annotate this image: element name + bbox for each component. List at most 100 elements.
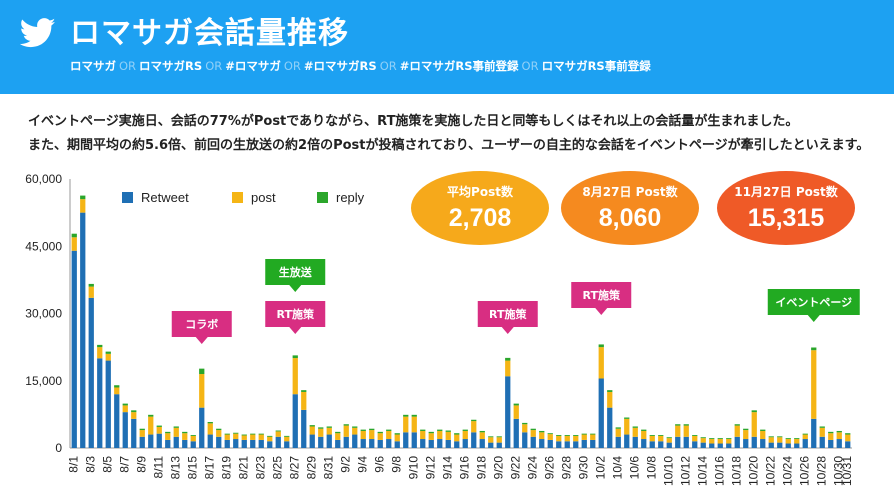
keyword: #ロマサガRS事前登録 — [399, 59, 519, 73]
bar-reply — [377, 431, 383, 434]
x-tick-label: 10/24 — [780, 456, 794, 486]
bar-retweet — [471, 432, 477, 448]
bar-reply — [207, 421, 213, 424]
bar-retweet — [122, 412, 128, 448]
keyword-list: ロマサガ OR ロマサガRS OR #ロマサガ OR #ロマサガRS OR #ロマサガRS事前登… — [70, 58, 651, 74]
stat-ellipse — [717, 171, 855, 245]
bar-post — [547, 434, 553, 440]
bar-post — [454, 434, 460, 442]
bar-post — [411, 416, 417, 433]
bar-post — [309, 426, 315, 435]
bar-post — [326, 427, 332, 435]
bar-retweet — [717, 443, 723, 448]
bar-post — [301, 391, 307, 410]
bar-retweet — [241, 439, 247, 448]
bar-post — [658, 435, 664, 442]
x-tick-label: 10/31 — [840, 456, 854, 486]
bar-reply — [479, 430, 485, 433]
bar-post — [420, 430, 426, 440]
legend-label-retweet: Retweet — [141, 190, 189, 205]
bar-retweet — [734, 436, 740, 448]
bar-retweet — [190, 441, 196, 448]
bar-post — [836, 432, 842, 440]
bar-post — [403, 416, 409, 433]
bar-reply — [547, 433, 553, 435]
x-tick-label: 10/4 — [610, 456, 624, 480]
bar-retweet — [258, 439, 264, 448]
bar-reply — [122, 403, 128, 406]
bar-reply — [241, 434, 247, 436]
bar-retweet — [462, 439, 468, 448]
bar-reply — [488, 436, 494, 438]
bar-retweet — [760, 439, 766, 448]
bar-retweet — [386, 439, 392, 448]
callout-label: イベントページ — [775, 296, 852, 309]
bar-post — [607, 391, 613, 408]
bar-post — [573, 435, 579, 442]
x-tick-label: 9/10 — [406, 456, 420, 480]
bar-post — [828, 433, 834, 440]
bar-post — [794, 439, 800, 444]
x-tick-label: 8/7 — [117, 456, 131, 473]
bar-retweet — [182, 439, 188, 448]
bar-post — [71, 237, 77, 251]
bar-reply — [386, 429, 392, 431]
bar-reply — [598, 344, 604, 348]
bar-retweet — [743, 439, 749, 448]
bar-post — [632, 427, 638, 437]
bar-post — [505, 360, 511, 377]
bar-retweet — [284, 441, 290, 448]
bar-retweet — [828, 439, 834, 448]
bar-reply — [530, 428, 536, 431]
bar-post — [377, 433, 383, 440]
bar-post — [114, 387, 120, 395]
bar-reply — [420, 429, 426, 431]
bar-reply — [326, 426, 332, 428]
bar-retweet — [819, 436, 825, 448]
bar-retweet — [250, 439, 256, 448]
x-tick-label: 9/8 — [389, 456, 403, 473]
bar-retweet — [700, 442, 706, 448]
bar-post — [156, 426, 162, 434]
bar-retweet — [581, 439, 587, 448]
bar-retweet — [615, 436, 621, 448]
bar-retweet — [454, 441, 460, 448]
x-tick-label: 8/11 — [151, 456, 165, 479]
bar-reply — [292, 355, 298, 359]
bar-retweet — [114, 394, 120, 448]
bar-retweet — [692, 441, 698, 448]
bar-reply — [80, 195, 86, 200]
stat-label: 8月27日 Post数 — [582, 184, 678, 199]
x-tick-label: 9/30 — [576, 456, 590, 480]
bar-retweet — [539, 439, 545, 448]
y-tick-label: 0 — [55, 441, 62, 455]
bar-post — [556, 435, 562, 442]
bar-reply — [190, 434, 196, 436]
bar-reply — [649, 434, 655, 436]
bar-reply — [233, 432, 239, 434]
bar-post — [751, 412, 757, 437]
bar-post — [717, 439, 723, 444]
y-tick-label: 45,000 — [25, 239, 62, 253]
bar-post — [692, 435, 698, 442]
stat-value: 15,315 — [748, 204, 825, 232]
bar-retweet — [437, 439, 443, 448]
bar-reply — [615, 427, 621, 429]
x-tick-label: 9/12 — [423, 456, 437, 480]
bar-retweet — [292, 394, 298, 448]
bar-reply — [709, 438, 715, 440]
bar-retweet — [335, 439, 341, 448]
callout-label: RT施策 — [583, 288, 621, 302]
bar-post — [539, 432, 545, 440]
bar-retweet — [785, 443, 791, 448]
bar-retweet — [777, 442, 783, 448]
bar-retweet — [794, 443, 800, 448]
bar-post — [785, 439, 791, 444]
bar-retweet — [641, 439, 647, 448]
bar-reply — [726, 438, 732, 440]
bar-post — [522, 424, 528, 433]
bar-retweet — [173, 436, 179, 448]
bar-retweet — [88, 297, 94, 448]
callout-box — [265, 301, 326, 334]
bar-post — [190, 435, 196, 442]
